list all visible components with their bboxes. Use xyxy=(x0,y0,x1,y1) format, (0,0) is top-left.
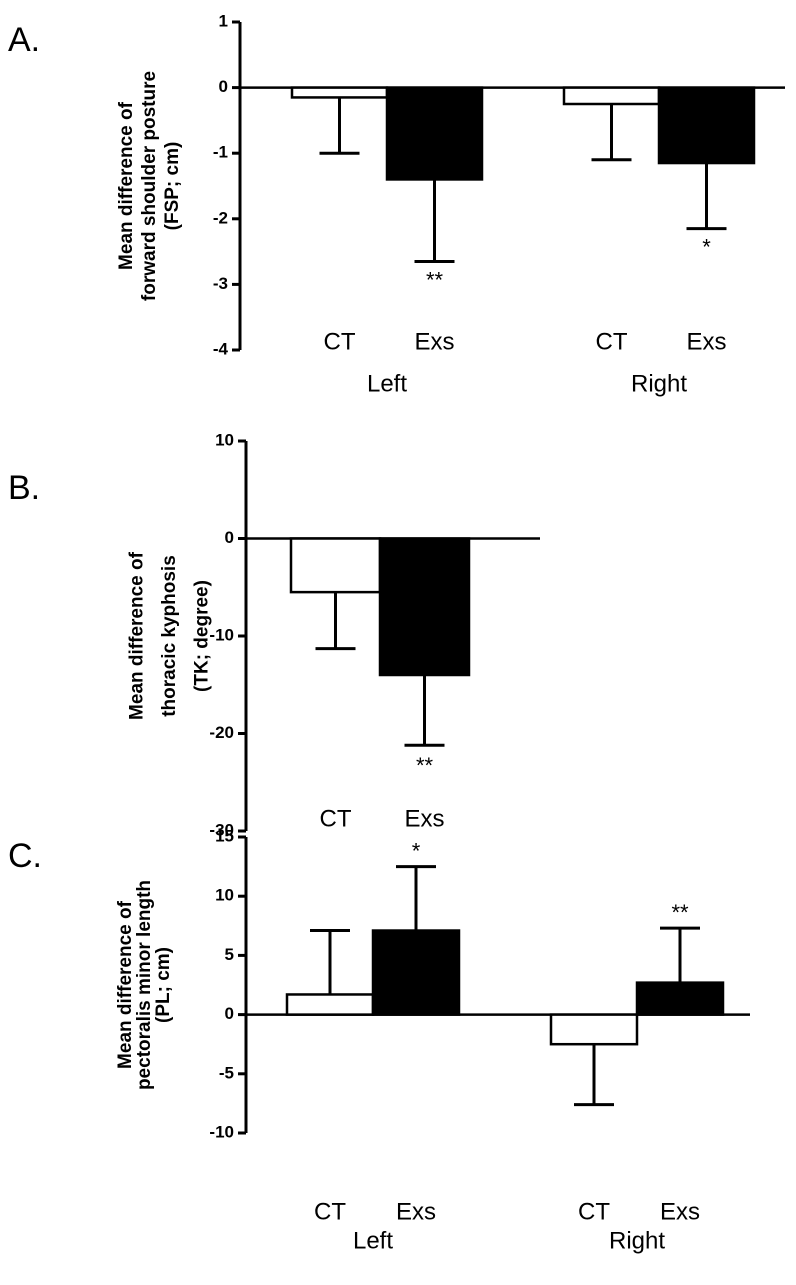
x-tick-label: CT xyxy=(320,805,352,832)
panel-label: A. xyxy=(8,21,40,59)
bar xyxy=(657,86,756,165)
bar xyxy=(549,1013,639,1046)
significance-label: * xyxy=(702,234,711,259)
y-tick-label: 15 xyxy=(215,826,234,845)
y-tick-label: -5 xyxy=(219,1063,234,1082)
significance-label: ** xyxy=(671,900,689,925)
x-tick-label: Exs xyxy=(660,1198,700,1225)
panel: C. 15 10 5 0 -5 -10 Mean difference ofpectorali… xyxy=(8,826,750,1254)
y-tick-label: 1 xyxy=(219,11,228,30)
y-tick-label: -1 xyxy=(213,143,228,162)
y-tick-label: -3 xyxy=(213,274,228,293)
y-axis-label-line: Mean difference of xyxy=(127,551,148,720)
x-tick-label: CT xyxy=(314,1198,346,1225)
y-tick-label: 5 xyxy=(225,945,234,964)
significance-label: * xyxy=(412,838,421,863)
panel-label: B. xyxy=(8,469,40,507)
panel-label: C. xyxy=(8,837,42,875)
y-axis-label-line: (PL; cm) xyxy=(153,947,174,1023)
x-tick-label: Exs xyxy=(686,328,726,355)
y-axis-label-line: forward shoulder posture xyxy=(139,71,160,301)
y-tick-label: -10 xyxy=(209,1122,234,1141)
bar xyxy=(371,929,461,1016)
x-tick-label: Exs xyxy=(404,805,444,832)
x-tick-label: CT xyxy=(324,328,356,355)
panel: A. 1 0 -1 -2 -3 -4 Mean difference offorward sh… xyxy=(8,11,785,397)
y-axis-label: Mean difference offorward shoulder postu… xyxy=(116,71,183,301)
y-axis-label-line: pectoralis minor length xyxy=(134,880,155,1090)
significance-label: ** xyxy=(416,753,434,778)
y-tick-label: -4 xyxy=(213,339,229,358)
group-label: Right xyxy=(609,1227,665,1254)
y-axis-label: Mean difference ofpectoralis minor lengt… xyxy=(115,880,174,1090)
y-tick-label: -20 xyxy=(209,723,234,742)
group-label: Left xyxy=(367,370,407,397)
x-tick-label: CT xyxy=(578,1198,610,1225)
y-tick-label: 10 xyxy=(215,430,234,449)
y-axis-label-line: Mean difference of xyxy=(116,101,137,270)
y-tick-label: -2 xyxy=(213,208,228,227)
y-tick-label: 0 xyxy=(225,1004,234,1023)
y-axis-label-line: (FSP; cm) xyxy=(162,142,183,231)
y-axis-label-line: Mean difference of xyxy=(115,900,136,1069)
bar xyxy=(285,993,375,1016)
y-tick-label: -10 xyxy=(209,625,234,644)
bar xyxy=(378,537,471,677)
bar xyxy=(290,86,389,99)
group-label: Left xyxy=(353,1227,393,1254)
bar xyxy=(385,86,484,181)
bar xyxy=(289,537,382,594)
y-tick-label: 10 xyxy=(215,886,234,905)
bar xyxy=(562,86,661,106)
y-tick-label: 0 xyxy=(219,77,228,96)
y-axis-label-line: (TK; degree) xyxy=(191,580,212,692)
y-tick-label: 0 xyxy=(225,528,234,547)
group-label: Right xyxy=(631,370,687,397)
y-axis-label-line: thoracic kyphosis xyxy=(159,555,180,717)
x-tick-label: CT xyxy=(596,328,628,355)
x-tick-label: Exs xyxy=(414,328,454,355)
significance-label: ** xyxy=(426,267,444,292)
bar xyxy=(635,981,725,1016)
y-tick-label: -30 xyxy=(209,820,234,839)
x-tick-label: Exs xyxy=(396,1198,436,1225)
panel: B. 10 0 -10 -20 -30 Mean difference of thoracic… xyxy=(8,430,540,839)
y-axis-label: Mean difference of thoracic kyphosis (TK; … xyxy=(127,551,213,720)
